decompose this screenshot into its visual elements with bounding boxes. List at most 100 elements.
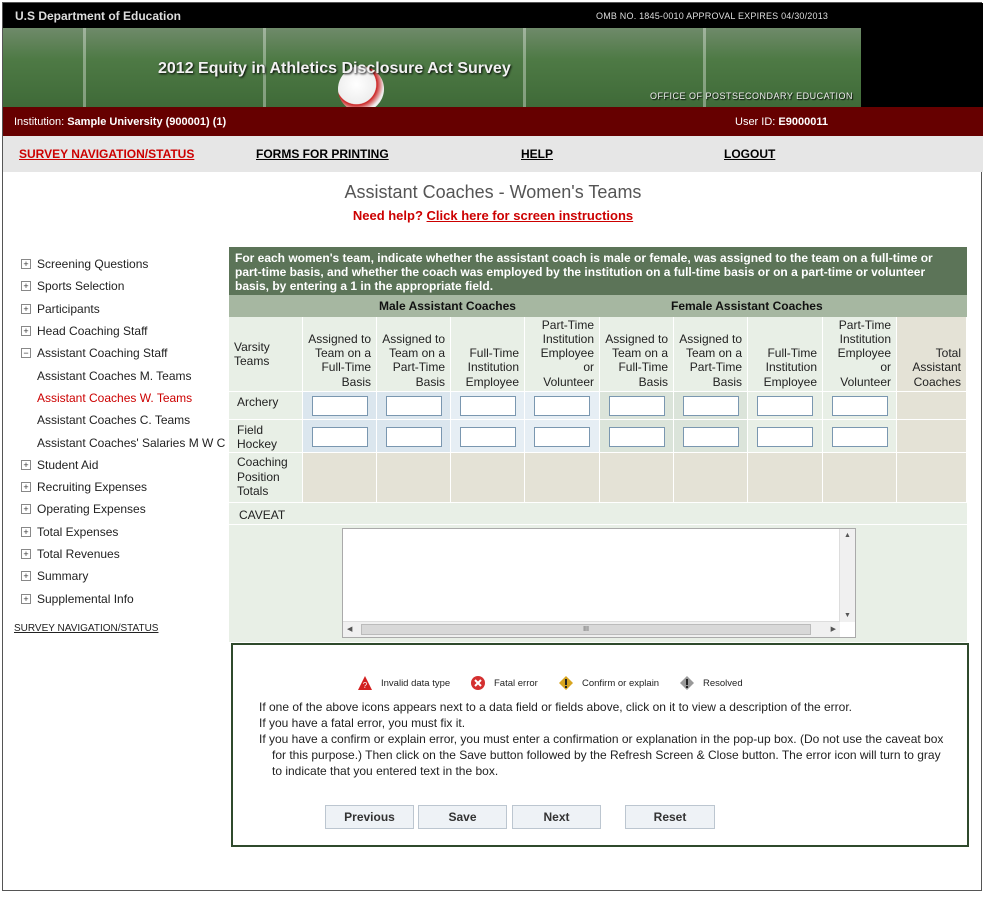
expand-icon[interactable]: + [21,593,31,604]
coach-count-input[interactable] [609,396,665,416]
sidebar-item[interactable]: + Recruiting Expenses [21,476,236,498]
error-legend: ? Invalid data type Fatal error Confirm o… [231,643,969,847]
sidebar-item[interactable]: Assistant Coaches' Salaries M W C [21,431,236,453]
coach-count-input[interactable] [832,396,888,416]
expand-icon[interactable]: + [21,459,31,470]
expand-icon[interactable]: + [21,303,31,314]
expand-icon[interactable]: + [21,259,31,270]
column-header: Assigned to Team on a Full-Time Basis [303,317,377,392]
sidebar-item-label: Participants [37,301,100,316]
male-group-header: Male Assistant Coaches [379,299,516,313]
expand-icon[interactable]: + [21,482,31,493]
legend-label: Invalid data type [381,677,451,689]
totals-label: Coaching Position Totals [229,453,303,503]
sidebar-item[interactable]: Assistant Coaches M. Teams [21,364,236,386]
sidebar-item[interactable]: + Student Aid [21,454,236,476]
total-cell [525,453,600,503]
caveat-textarea[interactable]: ▲ ▼ ◀ III ▶ [342,528,856,638]
nav-forms-printing[interactable]: FORMS FOR PRINTING [256,147,389,161]
coach-count-input[interactable] [609,427,665,447]
save-button[interactable]: Save [418,805,507,829]
coach-count-input[interactable] [534,427,590,447]
female-group-header: Female Assistant Coaches [671,299,823,313]
input-cell [451,392,525,420]
nav-survey-status[interactable]: SURVEY NAVIGATION/STATUS [19,147,195,161]
top-bar: U.S Department of Education OMB NO. 1845… [3,3,983,28]
legend-label: Resolved [703,677,743,689]
input-cell [823,392,897,420]
nav-help[interactable]: HELP [521,147,554,161]
column-header: Full-Time Institution Employee [451,317,525,392]
sidebar-item-label: Assistant Coaches' Salaries M W C [37,435,226,450]
coach-count-input[interactable] [757,427,813,447]
fatal-error-icon [471,676,485,690]
sidebar-item-label: Assistant Coaches M. Teams [37,368,192,383]
total-cell [377,453,451,503]
sidebar-survey-status-link[interactable]: SURVEY NAVIGATION/STATUS [14,623,159,634]
sidebar-item[interactable]: + Summary [21,565,236,587]
page-title: Assistant Coaches - Women's Teams [344,182,642,202]
input-cell [377,420,451,453]
sidebar-item[interactable]: Assistant Coaches C. Teams [21,409,236,431]
sidebar-item-label: Total Revenues [37,547,120,561]
sidebar-item[interactable]: + Total Revenues [21,543,236,565]
team-name: Archery [229,392,303,420]
nav-logout[interactable]: LOGOUT [724,147,776,161]
legend-label: Fatal error [494,677,538,689]
omb-approval: OMB NO. 1845-0010 APPROVAL EXPIRES 04/30… [596,11,829,21]
office-name: OFFICE OF POSTSECONDARY EDUCATION [649,91,853,101]
sidebar-item[interactable]: + Screening Questions [21,253,236,275]
sidebar-item[interactable]: + Operating Expenses [21,498,236,520]
assistant-coaches-form: For each women's team, indicate whether … [229,247,967,642]
sidebar-item[interactable]: + Total Expenses [21,521,236,543]
coach-count-input[interactable] [460,427,516,447]
coach-count-input[interactable] [386,396,442,416]
collapse-icon[interactable]: − [21,348,31,359]
department-name: U.S Department of Education [15,9,182,23]
horizontal-scrollbar[interactable]: ◀ III ▶ [343,621,840,637]
input-cell [377,392,451,420]
expand-icon[interactable]: + [21,549,31,559]
coach-count-input[interactable] [757,396,813,416]
sidebar-item-label: Student Aid [37,457,99,472]
coach-count-input[interactable] [534,396,590,416]
expand-icon[interactable]: + [21,504,31,515]
coach-count-input[interactable] [683,396,739,416]
expand-icon[interactable]: + [21,571,31,582]
main-nav: SURVEY NAVIGATION/STATUS FORMS FOR PRINT… [3,136,983,172]
expand-icon[interactable]: + [21,526,31,537]
coach-count-input[interactable] [460,396,516,416]
sidebar-item[interactable]: + Head Coaching Staff [21,320,236,342]
sidebar-item[interactable]: − Assistant Coaching Staff [21,342,236,364]
input-cell [303,392,377,420]
screen-instructions-link[interactable]: Click here for screen instructions [426,208,634,223]
input-cell [600,392,674,420]
expand-icon[interactable]: + [21,326,31,337]
coach-count-input[interactable] [832,427,888,447]
expand-icon[interactable]: + [21,281,31,292]
sidebar-item[interactable]: + Participants [21,298,236,320]
user-id-value: E9000011 [778,116,828,128]
sidebar: + Screening Questions + Sports Selection + Pa… [21,253,236,610]
total-cell [674,453,748,503]
coach-count-input[interactable] [683,427,739,447]
svg-text:?: ? [363,681,368,690]
total-cell [823,453,897,503]
column-header: Part-Time Institution Employee or Volunt… [525,317,600,392]
column-header: Assigned to Team on a Part-Time Basis [674,317,748,392]
coach-count-input[interactable] [386,427,442,447]
previous-button[interactable]: Previous [325,805,414,829]
sidebar-item[interactable]: Assistant Coaches W. Teams [21,387,236,409]
input-cell [600,420,674,453]
next-button[interactable]: Next [512,805,601,829]
coach-count-input[interactable] [312,396,368,416]
column-header: Assigned to Team on a Full-Time Basis [600,317,674,392]
resolved-icon [680,676,694,690]
input-cell [303,420,377,453]
vertical-scrollbar[interactable]: ▲ ▼ [839,529,855,622]
reset-button[interactable]: Reset [625,805,715,829]
coach-count-input[interactable] [312,427,368,447]
sidebar-item[interactable]: + Supplemental Info [21,587,236,609]
help-prefix: Need help? [352,208,427,223]
sidebar-item[interactable]: + Sports Selection [21,275,236,297]
